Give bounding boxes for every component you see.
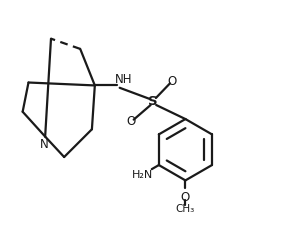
Text: NH: NH [114,73,132,86]
Text: H₂N: H₂N [131,170,153,180]
Text: CH₃: CH₃ [176,204,195,214]
Text: O: O [181,191,190,204]
Text: O: O [127,115,136,128]
Text: S: S [149,95,158,108]
Text: O: O [168,74,177,87]
Text: N: N [40,138,49,151]
